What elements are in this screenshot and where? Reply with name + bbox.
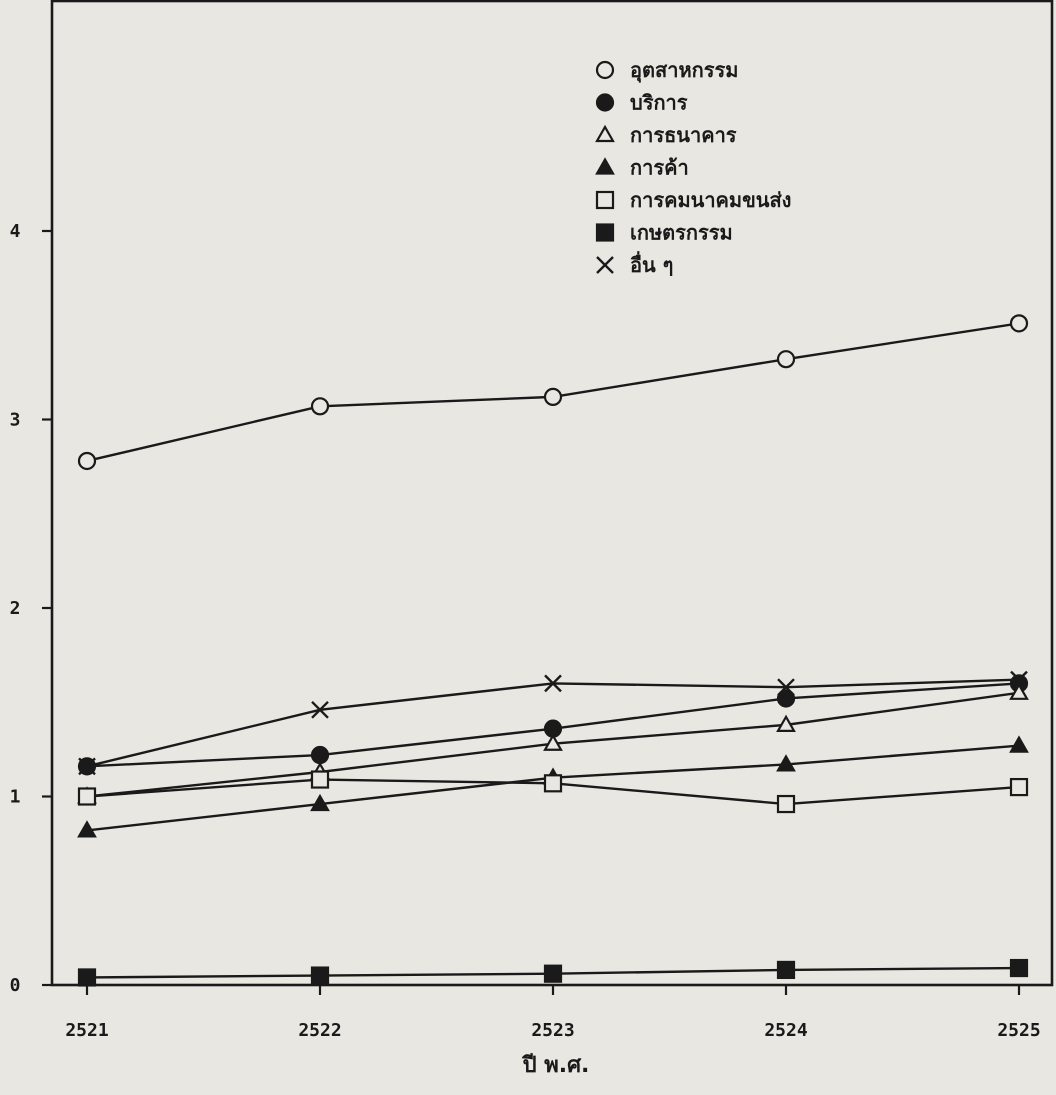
x-axis-ticks: 2521 2522 2523 2524 2525 bbox=[65, 985, 1041, 1041]
data-point bbox=[543, 774, 563, 793]
legend-item: อุตสาหกรรม bbox=[595, 58, 738, 83]
data-point bbox=[310, 966, 330, 985]
plot-frame bbox=[50, 0, 1054, 987]
cross-stroke bbox=[1010, 670, 1028, 689]
data-point bbox=[776, 689, 796, 708]
data-point bbox=[776, 350, 796, 369]
legend-item: การค้า bbox=[595, 156, 689, 180]
legend-marker bbox=[595, 93, 615, 112]
chart-axes bbox=[50, 0, 1054, 987]
legend-label: การธนาคาร bbox=[630, 123, 737, 147]
series-1 bbox=[77, 314, 1029, 471]
data-point bbox=[310, 793, 330, 812]
data-point bbox=[77, 820, 97, 838]
data-point bbox=[776, 794, 796, 814]
y-axis-ticks: 0 1 2 3 4 bbox=[10, 221, 52, 996]
cross-stroke bbox=[311, 700, 329, 719]
data-point bbox=[1009, 777, 1029, 797]
y-tick-label: 2 bbox=[10, 598, 21, 619]
legend-marker bbox=[595, 157, 615, 175]
data-point bbox=[310, 745, 330, 765]
cross-stroke bbox=[777, 678, 795, 697]
legend-label: การค้า bbox=[630, 156, 689, 180]
legend-item: อื่น ๆ bbox=[596, 250, 673, 277]
cross-stroke bbox=[544, 674, 562, 693]
cross-stroke bbox=[78, 757, 96, 776]
legend-item: การธนาคาร bbox=[595, 123, 737, 147]
data-point bbox=[1009, 735, 1029, 753]
data-point bbox=[77, 968, 97, 987]
y-tick-label: 0 bbox=[10, 975, 21, 996]
data-point bbox=[310, 397, 330, 416]
data-point bbox=[311, 700, 329, 719]
cross-stroke bbox=[596, 256, 614, 274]
data-point bbox=[543, 733, 563, 751]
y-tick-label: 4 bbox=[10, 221, 21, 242]
legend-label: อื่น ๆ bbox=[630, 250, 673, 277]
legend-marker bbox=[595, 190, 615, 210]
legend-label: เกษตรกรรม bbox=[630, 221, 733, 245]
series-7 bbox=[78, 670, 1028, 776]
legend-item: บริการ bbox=[595, 91, 688, 115]
data-point bbox=[544, 674, 562, 693]
data-point bbox=[77, 787, 97, 806]
series-2 bbox=[77, 674, 1029, 776]
x-tick-label: 2522 bbox=[298, 1020, 341, 1041]
legend-label: อุตสาหกรรม bbox=[630, 58, 738, 83]
legend-item: การคมนาคมขนส่ง bbox=[595, 188, 791, 212]
legend-item: เกษตรกรรม bbox=[595, 221, 733, 245]
data-point bbox=[1009, 314, 1029, 333]
data-point bbox=[777, 678, 795, 697]
data-point bbox=[1009, 682, 1029, 700]
data-point bbox=[77, 451, 97, 471]
data-point bbox=[1010, 670, 1028, 689]
x-tick-label: 2525 bbox=[997, 1020, 1040, 1041]
legend: อุตสาหกรรมบริการการธนาคารการค้าการคมนาคม… bbox=[595, 58, 791, 277]
data-point bbox=[78, 757, 96, 776]
x-tick-label: 2521 bbox=[65, 1020, 108, 1041]
series-6 bbox=[77, 958, 1029, 987]
y-tick-label: 3 bbox=[10, 410, 21, 431]
x-tick-label: 2524 bbox=[764, 1020, 808, 1041]
legend-label: บริการ bbox=[630, 91, 688, 115]
x-tick-label: 2523 bbox=[531, 1020, 574, 1041]
data-point bbox=[1009, 958, 1029, 978]
series-5 bbox=[77, 770, 1029, 814]
data-point bbox=[543, 387, 563, 406]
data-point bbox=[776, 960, 796, 980]
series-group bbox=[77, 314, 1029, 987]
data-point bbox=[310, 770, 330, 789]
legend-marker bbox=[595, 223, 615, 242]
legend-marker bbox=[596, 256, 614, 274]
data-point bbox=[776, 754, 796, 772]
legend-label: การคมนาคมขนส่ง bbox=[630, 188, 791, 212]
data-point bbox=[543, 964, 563, 983]
legend-marker bbox=[595, 124, 615, 143]
y-tick-label: 1 bbox=[10, 787, 21, 808]
x-axis-title: ปี พ.ศ. bbox=[521, 1053, 589, 1078]
data-point bbox=[776, 714, 796, 732]
legend-marker bbox=[595, 60, 615, 80]
